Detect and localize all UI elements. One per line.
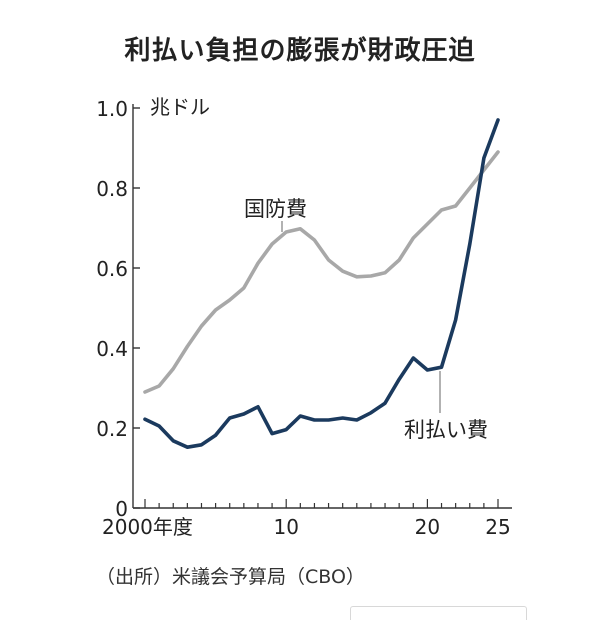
y-tick-label: 0.4 <box>96 337 128 361</box>
series-label-interest: 利払い費 <box>404 418 488 442</box>
y-tick-label: 1.0 <box>96 97 128 121</box>
plot-lines <box>143 118 500 450</box>
y-tick-label: 0.6 <box>96 257 128 281</box>
y-unit-label: 兆ドル <box>150 95 210 119</box>
series-line-interest <box>143 118 500 450</box>
series-label-defense: 国防費 <box>244 197 307 221</box>
x-tick-label: 25 <box>485 515 510 539</box>
chart-title: 利払い負担の膨張が財政圧迫 <box>124 36 476 66</box>
y-tick-label: 0 <box>115 497 128 521</box>
x-tick-label: 2000年度 <box>102 515 193 539</box>
y-axis: 0 0.2 0.4 0.6 0.8 1.0 <box>96 97 140 521</box>
y-tick-label: 0.8 <box>96 177 128 201</box>
source-note: （出所）米議会予算局（CBO） <box>96 566 365 588</box>
y-tick-label: 0.2 <box>96 417 128 441</box>
x-axis: 2000年度 10 20 25 <box>102 499 512 539</box>
x-tick-label: 20 <box>415 515 440 539</box>
series-line-defense <box>143 150 500 394</box>
footer-box <box>350 606 527 620</box>
x-tick-label: 10 <box>273 515 298 539</box>
